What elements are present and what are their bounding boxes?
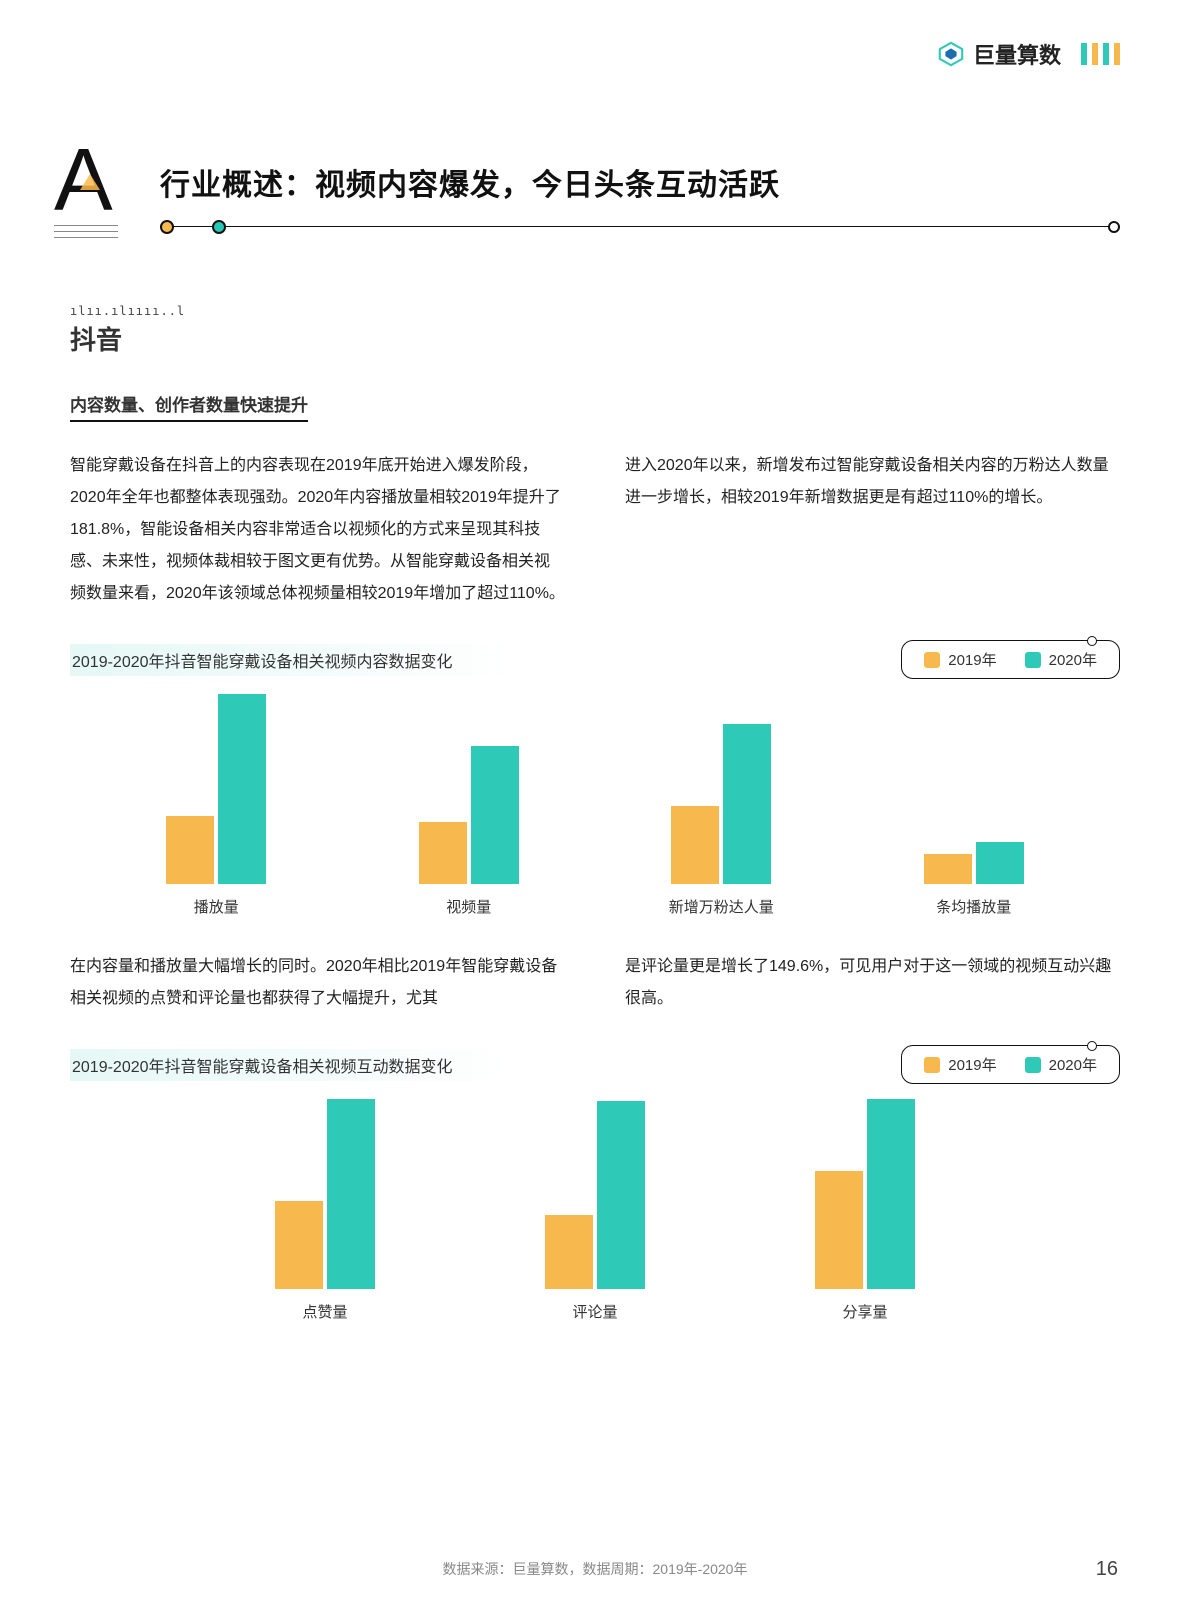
bar-2020 <box>723 724 771 884</box>
page-number: 16 <box>1096 1558 1118 1581</box>
section-header: A 行业概述：视频内容爆发，今日头条互动活跃 <box>70 160 1120 234</box>
bar-group-label: 评论量 <box>572 1301 617 1322</box>
bar-2020 <box>327 1099 375 1289</box>
legend-swatch <box>1025 652 1041 668</box>
legend-label: 2020年 <box>1049 649 1097 670</box>
legend-item-2019: 2019年 <box>924 649 996 670</box>
body-right: 是评论量更是增长了149.6%，可见用户对于这一领域的视频互动兴趣很高。 <box>625 951 1120 1015</box>
bar-group-label: 分享量 <box>842 1301 887 1322</box>
body-paragraph-2: 在内容量和播放量大幅增长的同时。2020年相比2019年智能穿戴设备相关视频的点… <box>70 951 1120 1015</box>
accent-bar <box>1081 43 1087 65</box>
bar-2019 <box>275 1201 323 1289</box>
bar-2020 <box>471 746 519 884</box>
bar-group: 分享量 <box>730 1099 1000 1322</box>
section-title-rule <box>160 220 1120 234</box>
bar-2019 <box>545 1215 593 1289</box>
section-title: 行业概述：视频内容爆发，今日头条互动活跃 <box>160 160 1120 204</box>
bar-group-label: 新增万粉达人量 <box>669 896 774 917</box>
bar-2020 <box>867 1099 915 1289</box>
legend-swatch <box>1025 1057 1041 1073</box>
bar-2019 <box>419 822 467 884</box>
legend-item-2019: 2019年 <box>924 1054 996 1075</box>
bar-2019 <box>166 816 214 884</box>
bar-group: 条均播放量 <box>848 694 1101 917</box>
bar-group: 新增万粉达人量 <box>595 694 848 917</box>
bar-group-label: 条均播放量 <box>936 896 1011 917</box>
legend-label: 2019年 <box>948 1054 996 1075</box>
legend-item-2020: 2020年 <box>1025 649 1097 670</box>
subsection: ılıı.ılıııı..l 抖音 内容数量、创作者数量快速提升 <box>70 304 1120 422</box>
accent-bar <box>1114 43 1120 65</box>
bar-group: 点赞量 <box>190 1099 460 1322</box>
section-letter: A <box>54 136 113 224</box>
chart-legend: 2019年 2020年 <box>901 1045 1120 1084</box>
brand-accent-bars <box>1081 43 1120 65</box>
brand-block: 巨量算数 <box>937 38 1120 70</box>
bar-group-label: 点赞量 <box>302 1301 347 1322</box>
chart-1-title: 2019-2020年抖音智能穿戴设备相关视频内容数据变化 <box>70 644 513 676</box>
bar-group-label: 播放量 <box>194 896 239 917</box>
bar-2019 <box>924 854 972 884</box>
bar-group: 评论量 <box>460 1099 730 1322</box>
bar-2019 <box>815 1171 863 1289</box>
accent-bar <box>1103 43 1109 65</box>
legend-label: 2020年 <box>1049 1054 1097 1075</box>
chart-2: 2019-2020年抖音智能穿戴设备相关视频互动数据变化 2019年 2020年… <box>70 1045 1120 1322</box>
body-left: 智能穿戴设备在抖音上的内容表现在2019年底开始进入爆发阶段，2020年全年也都… <box>70 450 565 610</box>
legend-swatch <box>924 652 940 668</box>
bar-2019 <box>671 806 719 884</box>
accent-bar <box>1092 43 1098 65</box>
decorative-ticks: ılıı.ılıııı..l <box>70 304 1120 318</box>
bar-group: 播放量 <box>90 694 343 917</box>
legend-swatch <box>924 1057 940 1073</box>
body-paragraph-1: 智能穿戴设备在抖音上的内容表现在2019年底开始进入爆发阶段，2020年全年也都… <box>70 450 1120 610</box>
chart-1: 2019-2020年抖音智能穿戴设备相关视频内容数据变化 2019年 2020年… <box>70 640 1120 917</box>
bar-2020 <box>597 1101 645 1289</box>
body-right: 进入2020年以来，新增发布过智能穿戴设备相关内容的万粉达人数量进一步增长，相较… <box>625 450 1120 610</box>
chart-2-title: 2019-2020年抖音智能穿戴设备相关视频互动数据变化 <box>70 1049 513 1081</box>
bar-2020 <box>976 842 1024 884</box>
chart-legend: 2019年 2020年 <box>901 640 1120 679</box>
legend-item-2020: 2020年 <box>1025 1054 1097 1075</box>
legend-label: 2019年 <box>948 649 996 670</box>
bar-group-label: 视频量 <box>446 896 491 917</box>
subsection-heading: 内容数量、创作者数量快速提升 <box>70 391 308 422</box>
bar-group: 视频量 <box>343 694 596 917</box>
footer-source: 数据来源：巨量算数，数据周期：2019年-2020年 <box>0 1559 1190 1579</box>
brand-logo-icon <box>937 40 965 68</box>
subsection-name: 抖音 <box>70 320 1120 357</box>
bar-2020 <box>218 694 266 884</box>
brand-name: 巨量算数 <box>973 38 1061 70</box>
body-left: 在内容量和播放量大幅增长的同时。2020年相比2019年智能穿戴设备相关视频的点… <box>70 951 565 1015</box>
